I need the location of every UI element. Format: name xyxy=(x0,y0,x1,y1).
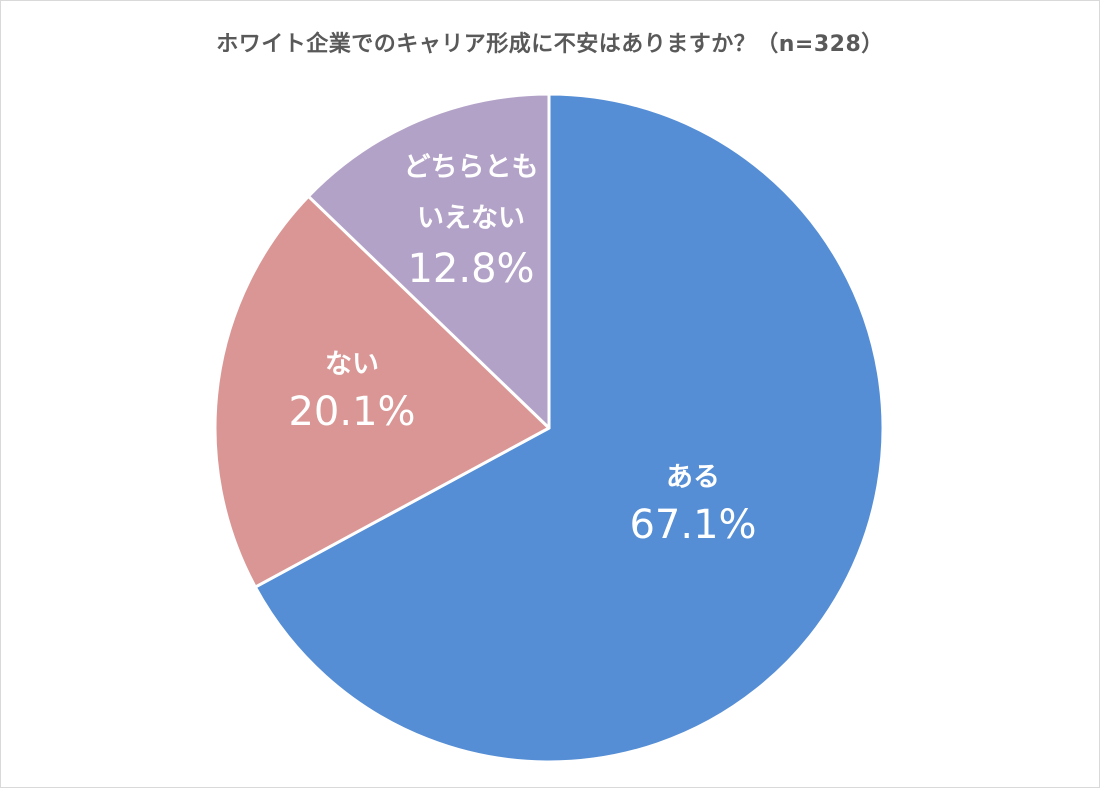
slice-label-dochiratomo: どちらとも いえない 12.8% xyxy=(404,142,539,293)
slice-label-aru: ある 67.1% xyxy=(629,456,756,551)
slice-percent: 20.1% xyxy=(288,389,416,436)
slice-category: ない xyxy=(324,349,379,380)
pie-slice-0 xyxy=(253,92,885,764)
pie-slice-2 xyxy=(306,92,551,430)
slice-percent: 67.1% xyxy=(629,502,757,549)
chart-title: ホワイト企業でのキャリア形成に不安はありますか？（n=328） xyxy=(216,32,884,57)
slice-category: ある xyxy=(665,462,720,493)
slice-category-line2: いえない xyxy=(417,203,525,235)
slice-category-line1: どちらとも xyxy=(403,152,539,183)
slice-percent: 12.8% xyxy=(407,245,535,292)
pie-slice-1 xyxy=(213,194,551,589)
slice-label-nai: ない 20.1% xyxy=(288,343,415,438)
